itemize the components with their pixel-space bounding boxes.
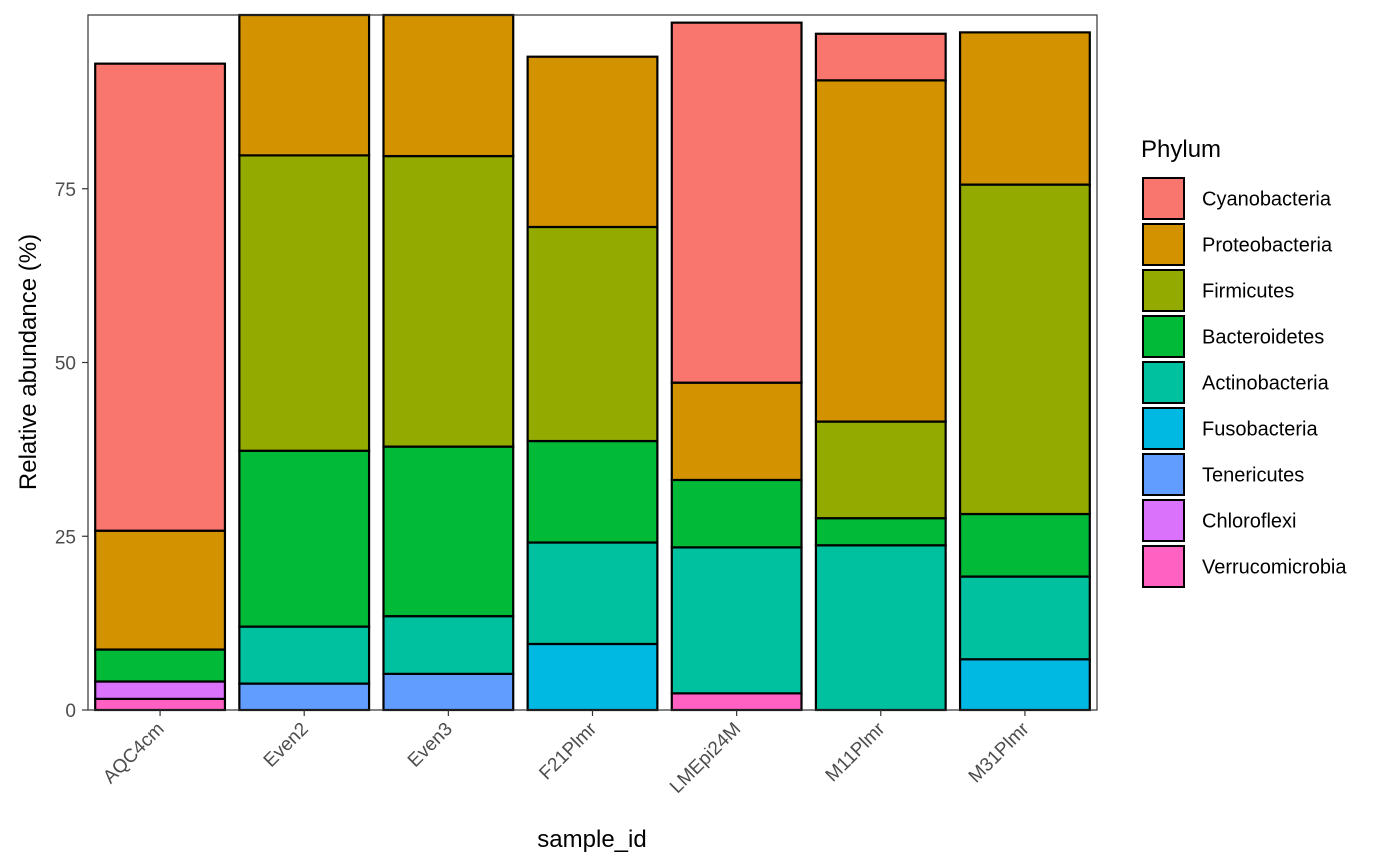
legend-label: Fusobacteria <box>1202 419 1318 441</box>
legend-key <box>1142 361 1185 404</box>
bar-segment <box>814 32 947 82</box>
bar-segment <box>94 648 227 683</box>
legend-label: Bacteroidetes <box>1202 327 1324 349</box>
y-tick-label: 0 <box>65 701 76 722</box>
bar-segment <box>814 420 947 520</box>
x-tick-label: F21Plmr <box>535 718 601 784</box>
bar-segment <box>238 449 371 628</box>
bar-segment <box>670 381 803 482</box>
legend-key <box>1142 177 1185 220</box>
bar-segment <box>526 642 659 712</box>
bar-segment <box>958 658 1091 712</box>
x-axis-title: sample_id <box>537 826 646 853</box>
bar-segment <box>238 13 371 157</box>
bar-segment <box>526 55 659 229</box>
x-tick-label: M11Plmr <box>822 718 890 786</box>
bar-segment <box>526 541 659 646</box>
legend-key <box>1142 315 1185 358</box>
bar-segment <box>382 154 515 448</box>
bar-segment <box>526 225 659 443</box>
bar-segment <box>958 183 1091 516</box>
bar-segment <box>94 680 227 700</box>
x-tick-label: M31Plmr <box>965 718 1034 787</box>
bar-segment <box>238 682 371 712</box>
x-tick-label: LMEpi24M <box>666 719 745 798</box>
legend-label: Cyanobacteria <box>1202 189 1332 211</box>
bar-segment <box>382 13 515 158</box>
legend-label: Firmicutes <box>1202 281 1294 303</box>
legend-key <box>1142 545 1185 588</box>
bar-segment <box>382 445 515 618</box>
legend-title: Phylum <box>1141 136 1221 163</box>
legend: Phylum Cyanobacteria Proteobacteria Firmic… <box>1141 136 1347 588</box>
y-tick-label: 50 <box>55 354 76 375</box>
bar-segment <box>670 546 803 695</box>
x-axis: AQC4cm Even2 Even3 F21Plmr LMEpi24M M11Plmr M3… <box>99 710 1034 798</box>
x-tick-label: AQC4cm <box>99 719 168 788</box>
y-tick-label: 25 <box>55 527 76 548</box>
bar-segment <box>958 31 1091 186</box>
x-tick-label: Even3 <box>404 719 457 772</box>
bar-segment <box>814 544 947 712</box>
bar-segment <box>94 529 227 651</box>
bar-segment <box>94 62 227 532</box>
bar-segment <box>958 575 1091 661</box>
y-tick-label: 75 <box>55 180 76 201</box>
legend-label: Tenericutes <box>1202 465 1304 487</box>
bar-segment <box>958 512 1091 578</box>
bar-segment <box>670 478 803 549</box>
legend-label: Chloroflexi <box>1202 511 1296 533</box>
bar-segment <box>382 615 515 675</box>
legend-key <box>1142 499 1185 542</box>
bar-segment <box>382 672 515 712</box>
legend-key <box>1142 407 1185 450</box>
bar-segment <box>814 517 947 547</box>
legend-key <box>1142 223 1185 266</box>
bar-segment <box>670 21 803 384</box>
legend-key <box>1142 453 1185 496</box>
bars-group <box>94 13 1091 712</box>
bar-segment <box>670 692 803 712</box>
y-axis-title: Relative abundance (%) <box>15 234 42 490</box>
bar-segment <box>94 697 227 712</box>
y-axis: 0 25 50 75 <box>55 180 88 722</box>
bar-segment <box>238 625 371 685</box>
legend-key <box>1142 269 1185 312</box>
bar-segment <box>238 154 371 452</box>
legend-label: Actinobacteria <box>1202 373 1330 395</box>
bar-segment <box>814 79 947 423</box>
legend-label: Proteobacteria <box>1202 235 1333 257</box>
x-tick-label: Even2 <box>260 719 313 772</box>
legend-label: Verrucomicrobia <box>1202 557 1347 579</box>
bar-segment <box>526 439 659 544</box>
